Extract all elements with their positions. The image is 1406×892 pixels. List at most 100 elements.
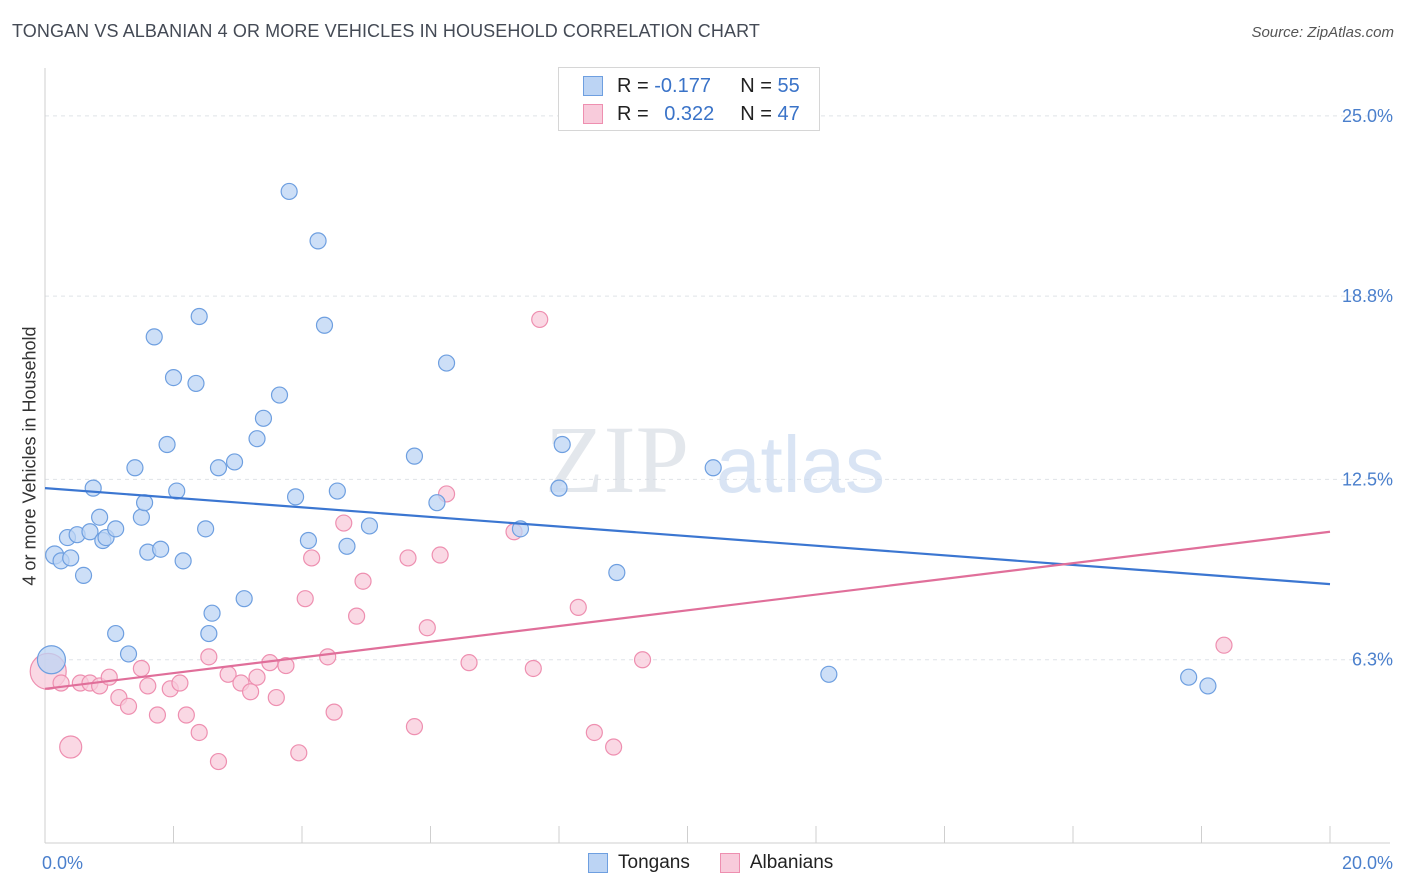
legend-row-tongans: R = -0.177 N = 55 — [583, 74, 800, 98]
x-tick-label-min: 0.0% — [42, 853, 83, 873]
tongans-point-9 — [91, 508, 109, 526]
albanians-point-32 — [354, 572, 372, 590]
albanians-point-36 — [431, 546, 449, 564]
albanians-point-21 — [248, 668, 266, 686]
watermark-zip: ZIP — [545, 406, 689, 513]
tongans-point-37 — [286, 488, 305, 506]
legend-row-albanians: R = 0.322 N = 47 — [583, 102, 800, 126]
albanians-point-35 — [418, 619, 436, 637]
tongans-point-41 — [328, 482, 346, 500]
chart-title: TONGAN VS ALBANIAN 4 OR MORE VEHICLES IN… — [12, 21, 760, 41]
legend-r-label: R = — [617, 102, 649, 125]
tongans-point-6 — [74, 566, 93, 584]
legend-n-label: N = — [740, 102, 772, 125]
tongans-point-21 — [158, 435, 176, 454]
albanians-point-25 — [290, 744, 308, 762]
albanians-point-30 — [335, 514, 353, 532]
albanians-point-40 — [524, 659, 542, 678]
y-tick-label-2: 18.8% — [1342, 286, 1393, 306]
albanians-points — [29, 310, 1233, 771]
tongans-point-34 — [254, 409, 273, 427]
tongans-point-33 — [248, 430, 266, 448]
tongans-point-45 — [428, 494, 446, 512]
tongans-point-36 — [280, 182, 298, 201]
tongans-point-40 — [315, 316, 334, 334]
tongans-point-0 — [36, 645, 67, 675]
albanians-point-29 — [325, 703, 343, 721]
albanians-point-41 — [531, 310, 549, 329]
tongans-point-13 — [107, 624, 125, 643]
tongans-point-49 — [553, 435, 571, 454]
tongans-point-27 — [197, 520, 215, 538]
albanians-point-14 — [177, 706, 195, 724]
legend-n-label: N = — [740, 74, 772, 97]
tongans-point-39 — [309, 232, 327, 250]
albanians-point-8 — [119, 697, 138, 715]
tongans-point-16 — [132, 508, 150, 526]
legend-r-value-tongans: -0.177 — [654, 74, 711, 97]
source-credit: Source: ZipAtlas.com — [1251, 24, 1394, 41]
albanians-point-11 — [148, 706, 167, 724]
albanians-point-15 — [190, 723, 208, 742]
tongans-point-19 — [145, 328, 163, 346]
albanians-point-10 — [139, 677, 157, 695]
tongans-point-31 — [225, 453, 244, 471]
albanians-point-27 — [303, 549, 321, 567]
tongans-points — [36, 182, 1217, 695]
legend-swatch-albanians — [583, 104, 603, 124]
legend-n-value-tongans: 55 — [777, 74, 800, 97]
albanians-point-24 — [277, 656, 295, 675]
legend-r-value-albanians: 0.322 — [664, 102, 715, 125]
albanians-point-38 — [460, 654, 478, 672]
tongans-point-32 — [235, 590, 253, 608]
legend-swatch-albanians — [719, 853, 740, 873]
albanians-point-43 — [585, 723, 603, 742]
tongans-point-22 — [164, 369, 183, 387]
tongans-point-43 — [360, 517, 379, 535]
albanians-point-13 — [171, 674, 189, 692]
tongans-point-54 — [1199, 677, 1217, 695]
gridlines — [45, 115, 1390, 661]
albanians-point-45 — [633, 651, 652, 669]
tongans-point-24 — [174, 552, 192, 570]
albanians-point-42 — [569, 598, 587, 616]
tongans-point-29 — [203, 604, 221, 622]
tongans-point-30 — [209, 459, 228, 477]
tongans-point-20 — [152, 540, 170, 558]
watermark: ZIP atlas — [545, 406, 885, 513]
tongans-point-35 — [270, 386, 289, 404]
albanians-point-34 — [405, 718, 424, 736]
albanians-point-17 — [209, 752, 228, 771]
y-tick-label-0: 6.3% — [1352, 650, 1393, 670]
albanians-point-28 — [319, 648, 337, 666]
tongans-trend-line — [44, 487, 1331, 586]
y-tick-label-3: 25.0% — [1342, 106, 1393, 126]
albanians-point-6 — [100, 668, 118, 686]
tongans-point-46 — [437, 354, 456, 372]
tongans-point-52 — [820, 665, 838, 683]
legend-item-tongans[interactable]: Tongans — [588, 852, 690, 874]
albanians-point-9 — [132, 659, 150, 678]
legend-swatch-tongans — [583, 76, 603, 96]
tongans-point-7 — [81, 523, 99, 541]
legend-n-value-albanians: 47 — [777, 102, 800, 125]
legend-label-tongans: Tongans — [618, 852, 690, 873]
legend-item-albanians[interactable]: Albanians — [719, 852, 834, 874]
legend-r-label: R = — [617, 74, 649, 97]
legend-swatch-tongans — [588, 853, 608, 873]
tongans-point-53 — [1180, 668, 1198, 686]
tick-labels: 6.3% 12.5% 18.8% 25.0% 0.0% 20.0% — [42, 106, 1393, 873]
albanians-trend-line — [44, 530, 1331, 690]
albanians-point-20 — [242, 683, 260, 701]
tongans-point-50 — [608, 563, 626, 582]
legend-label-albanians: Albanians — [749, 852, 834, 873]
tongans-point-4 — [62, 549, 80, 567]
albanians-point-23 — [267, 688, 285, 707]
albanians-point-26 — [296, 590, 314, 608]
tongans-point-38 — [299, 531, 318, 550]
series-legend: Tongans Albanians — [588, 852, 863, 874]
albanians-point-44 — [605, 738, 623, 756]
watermark-atlas: atlas — [716, 420, 885, 509]
albanians-point-46 — [1215, 636, 1233, 654]
